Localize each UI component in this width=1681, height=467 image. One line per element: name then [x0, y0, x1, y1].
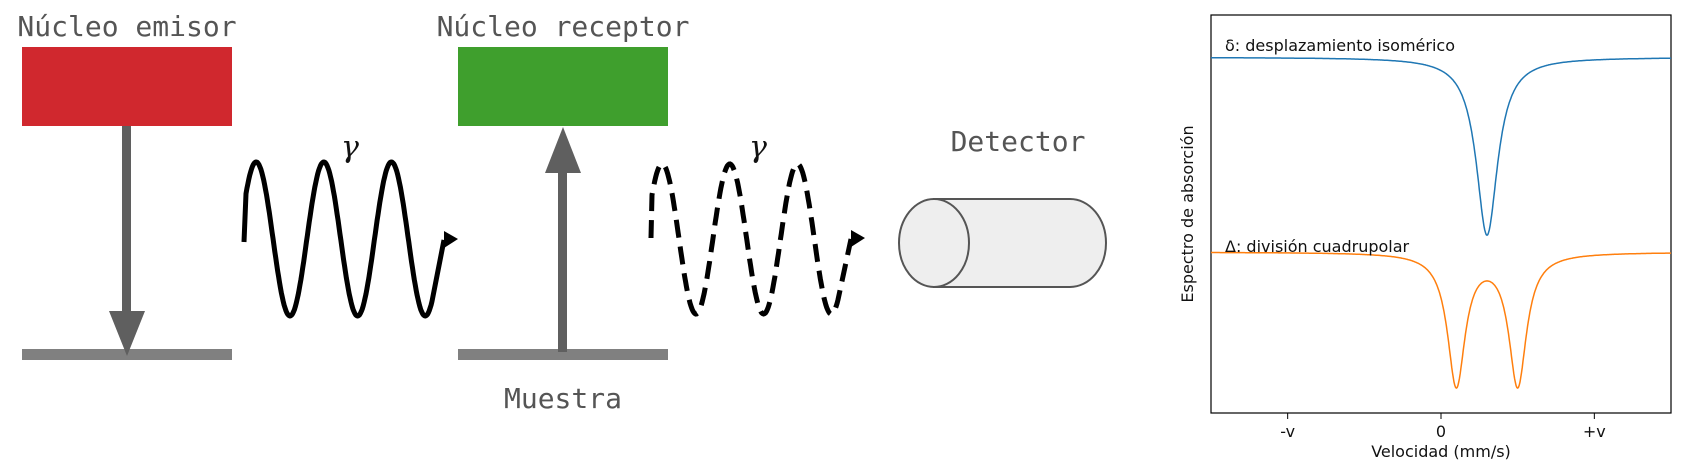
receiver-excited-level [458, 47, 668, 126]
y-axis-label: Espectro de absorción [1178, 125, 1197, 302]
transmitted-gamma-arrowhead [851, 230, 865, 247]
emitted-gamma-wave [241, 159, 447, 319]
detector-cylinder-body [933, 198, 1107, 288]
x-tick-label: 0 [1436, 422, 1446, 441]
receiver-label: Núcleo receptor [437, 10, 690, 43]
emitted-gamma-symbol: γ [341, 130, 359, 165]
chart-frame [1210, 14, 1672, 414]
transmitted-gamma-group: γ [648, 130, 865, 317]
series-line-quadrupole-splitting [1211, 251, 1671, 390]
emitter-group: Núcleo emisor [17, 10, 237, 360]
emitted-gamma-arrowhead [444, 231, 458, 248]
sample-label: Muestra [504, 382, 622, 415]
detector-cylinder-face [898, 198, 970, 288]
receiver-ground-level [458, 349, 668, 360]
receiver-group: Núcleo receptor Muestra [437, 10, 690, 415]
x-axis-ticks: -v 0 +v [1280, 413, 1606, 441]
absorption-arrow-shaft [558, 168, 567, 352]
x-tick-label: -v [1280, 422, 1295, 441]
x-axis-label: Velocidad (mm/s) [1371, 442, 1511, 461]
absorption-arrow-head [545, 127, 581, 173]
emitter-excited-level [22, 47, 232, 126]
series-line-isomer-shift [1211, 56, 1671, 237]
x-tick-label: +v [1583, 422, 1606, 441]
series-label-isomer-shift: δ: desplazamiento isomérico [1225, 36, 1455, 55]
detector-group: Detector [898, 125, 1107, 288]
emission-arrow-shaft [122, 126, 131, 316]
emission-arrow-head [109, 311, 145, 356]
transmitted-gamma-wave [648, 161, 854, 317]
absorption-spectrum-chart: δ: desplazamiento isomérico Δ: división … [1178, 14, 1672, 461]
emitted-gamma-group: γ [241, 130, 458, 319]
detector-label: Detector [951, 125, 1086, 158]
emitter-label: Núcleo emisor [17, 10, 236, 43]
series-label-quadrupole-splitting: Δ: división cuadrupolar [1225, 237, 1410, 256]
transmitted-gamma-symbol: γ [749, 130, 767, 165]
